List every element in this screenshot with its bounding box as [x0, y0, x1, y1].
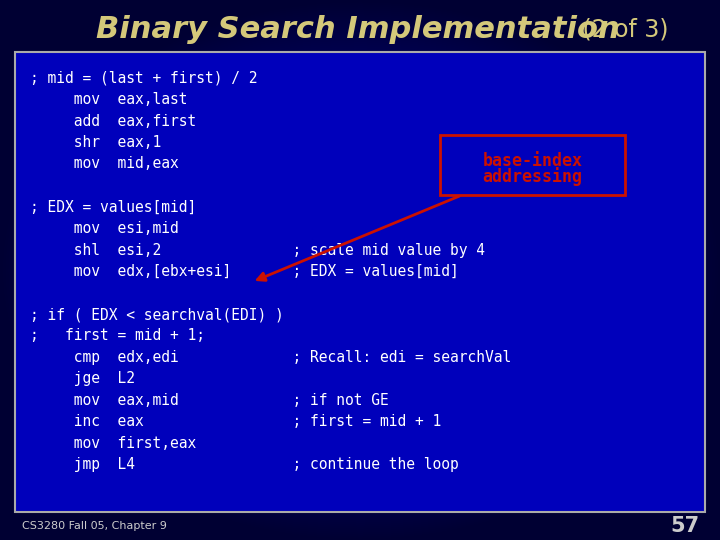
Text: ; EDX = values[mid]: ; EDX = values[mid] — [30, 199, 197, 214]
Text: mov  mid,eax: mov mid,eax — [30, 157, 179, 172]
Text: mov  esi,mid: mov esi,mid — [30, 221, 179, 236]
Text: shr  eax,1: shr eax,1 — [30, 135, 161, 150]
Text: jge  L2: jge L2 — [30, 372, 135, 387]
Text: jmp  L4                  ; continue the loop: jmp L4 ; continue the loop — [30, 457, 459, 472]
Text: ; mid = (last + first) / 2: ; mid = (last + first) / 2 — [30, 71, 258, 85]
Text: addressing: addressing — [482, 167, 582, 186]
Bar — [440, 135, 625, 195]
Text: shl  esi,2               ; scale mid value by 4: shl esi,2 ; scale mid value by 4 — [30, 242, 485, 258]
Text: (2 of 3): (2 of 3) — [575, 18, 668, 42]
Text: mov  eax,last: mov eax,last — [30, 92, 187, 107]
Text: CS3280 Fall 05, Chapter 9: CS3280 Fall 05, Chapter 9 — [22, 521, 167, 531]
Text: base-index: base-index — [482, 152, 582, 170]
Text: add  eax,first: add eax,first — [30, 113, 197, 129]
FancyArrowPatch shape — [258, 196, 459, 280]
Text: mov  first,eax: mov first,eax — [30, 436, 197, 451]
Text: mov  edx,[ebx+esi]       ; EDX = values[mid]: mov edx,[ebx+esi] ; EDX = values[mid] — [30, 264, 459, 279]
Text: mov  eax,mid             ; if not GE: mov eax,mid ; if not GE — [30, 393, 389, 408]
Text: Binary Search Implementation: Binary Search Implementation — [96, 15, 620, 44]
Text: 57: 57 — [671, 516, 700, 536]
Text: ;   first = mid + 1;: ; first = mid + 1; — [30, 328, 205, 343]
Text: inc  eax                 ; first = mid + 1: inc eax ; first = mid + 1 — [30, 415, 441, 429]
FancyBboxPatch shape — [15, 52, 705, 512]
Text: cmp  edx,edi             ; Recall: edi = searchVal: cmp edx,edi ; Recall: edi = searchVal — [30, 350, 511, 365]
Text: ; if ( EDX < searchval(EDI) ): ; if ( EDX < searchval(EDI) ) — [30, 307, 284, 322]
